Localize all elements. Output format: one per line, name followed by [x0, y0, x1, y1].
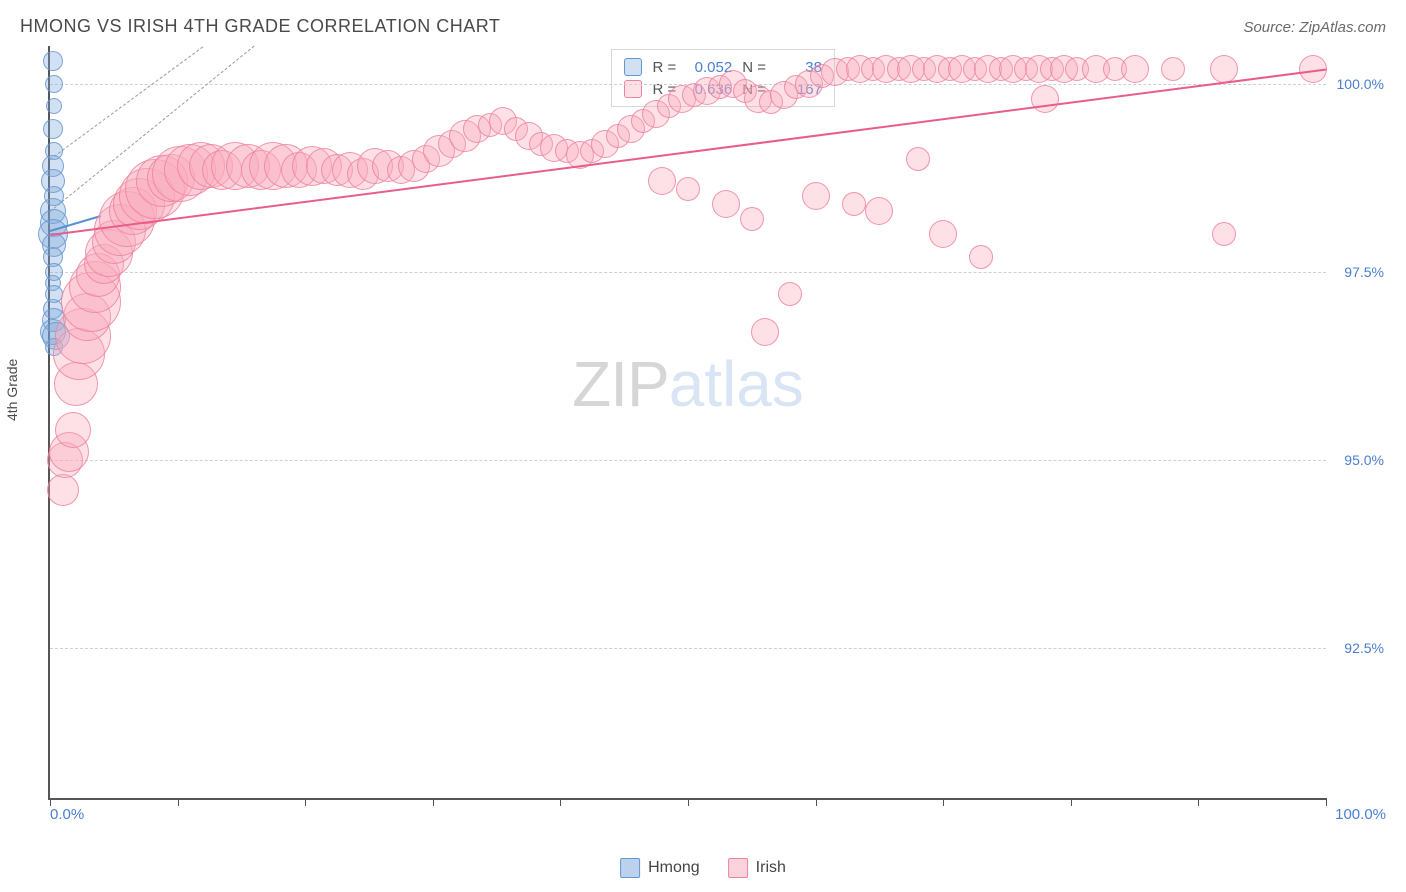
watermark: ZIPatlas — [572, 347, 804, 421]
irish-point — [55, 412, 91, 448]
irish-point — [969, 245, 993, 269]
irish-point — [676, 177, 700, 201]
xtick — [50, 798, 51, 806]
xtick — [943, 798, 944, 806]
irish-color-icon — [728, 858, 748, 878]
irish-point — [1121, 55, 1149, 83]
irish-point — [865, 197, 893, 225]
legend-item-hmong: Hmong — [620, 858, 700, 878]
xtick — [305, 798, 306, 806]
irish-point — [778, 282, 802, 306]
xtick — [816, 798, 817, 806]
irish-point — [842, 192, 866, 216]
irish-point — [47, 474, 79, 506]
series-legend: Hmong Irish — [620, 858, 786, 878]
hmong-color-icon — [620, 858, 640, 878]
irish-point — [1031, 85, 1059, 113]
reference-dashline — [50, 46, 204, 160]
r-label: R = — [652, 59, 676, 76]
gridline — [50, 460, 1326, 461]
gridline — [50, 272, 1326, 273]
xtick — [1198, 798, 1199, 806]
chart-area: 4th Grade ZIPatlas R = 0.052 N = 38 R = … — [48, 46, 1386, 830]
irish-point — [929, 220, 957, 248]
xaxis-max-label: 100.0% — [1335, 806, 1386, 823]
irish-point — [802, 182, 830, 210]
irish-legend-label: Irish — [756, 859, 786, 877]
hmong-point — [43, 119, 63, 139]
irish-point — [740, 207, 764, 231]
irish-point — [648, 167, 676, 195]
xtick — [178, 798, 179, 806]
gridline — [50, 648, 1326, 649]
xtick — [1326, 798, 1327, 806]
ytick-label: 95.0% — [1329, 452, 1384, 468]
n-label: N = — [742, 59, 766, 76]
hmong-point — [46, 98, 62, 114]
source-label: Source: ZipAtlas.com — [1243, 19, 1386, 36]
hmong-legend-label: Hmong — [648, 859, 700, 877]
irish-point — [1161, 57, 1185, 81]
hmong-swatch-icon — [624, 58, 642, 76]
watermark-zip: ZIP — [572, 348, 669, 420]
xaxis-min-label: 0.0% — [50, 806, 84, 823]
ytick-label: 92.5% — [1329, 640, 1384, 656]
ytick-label: 100.0% — [1329, 76, 1384, 92]
hmong-point — [43, 51, 63, 71]
xtick — [433, 798, 434, 806]
legend-item-irish: Irish — [728, 858, 786, 878]
irish-point — [1212, 222, 1236, 246]
y-axis-label: 4th Grade — [4, 359, 20, 421]
irish-point — [906, 147, 930, 171]
xtick — [1071, 798, 1072, 806]
hmong-point — [45, 75, 63, 93]
plot-region: ZIPatlas R = 0.052 N = 38 R = 0.636 N = … — [48, 46, 1326, 800]
irish-point — [751, 318, 779, 346]
ytick-label: 97.5% — [1329, 264, 1384, 280]
chart-title: HMONG VS IRISH 4TH GRADE CORRELATION CHA… — [20, 16, 500, 37]
irish-point — [1210, 55, 1238, 83]
xtick — [560, 798, 561, 806]
irish-point — [712, 190, 740, 218]
xtick — [688, 798, 689, 806]
watermark-atlas: atlas — [669, 348, 804, 420]
